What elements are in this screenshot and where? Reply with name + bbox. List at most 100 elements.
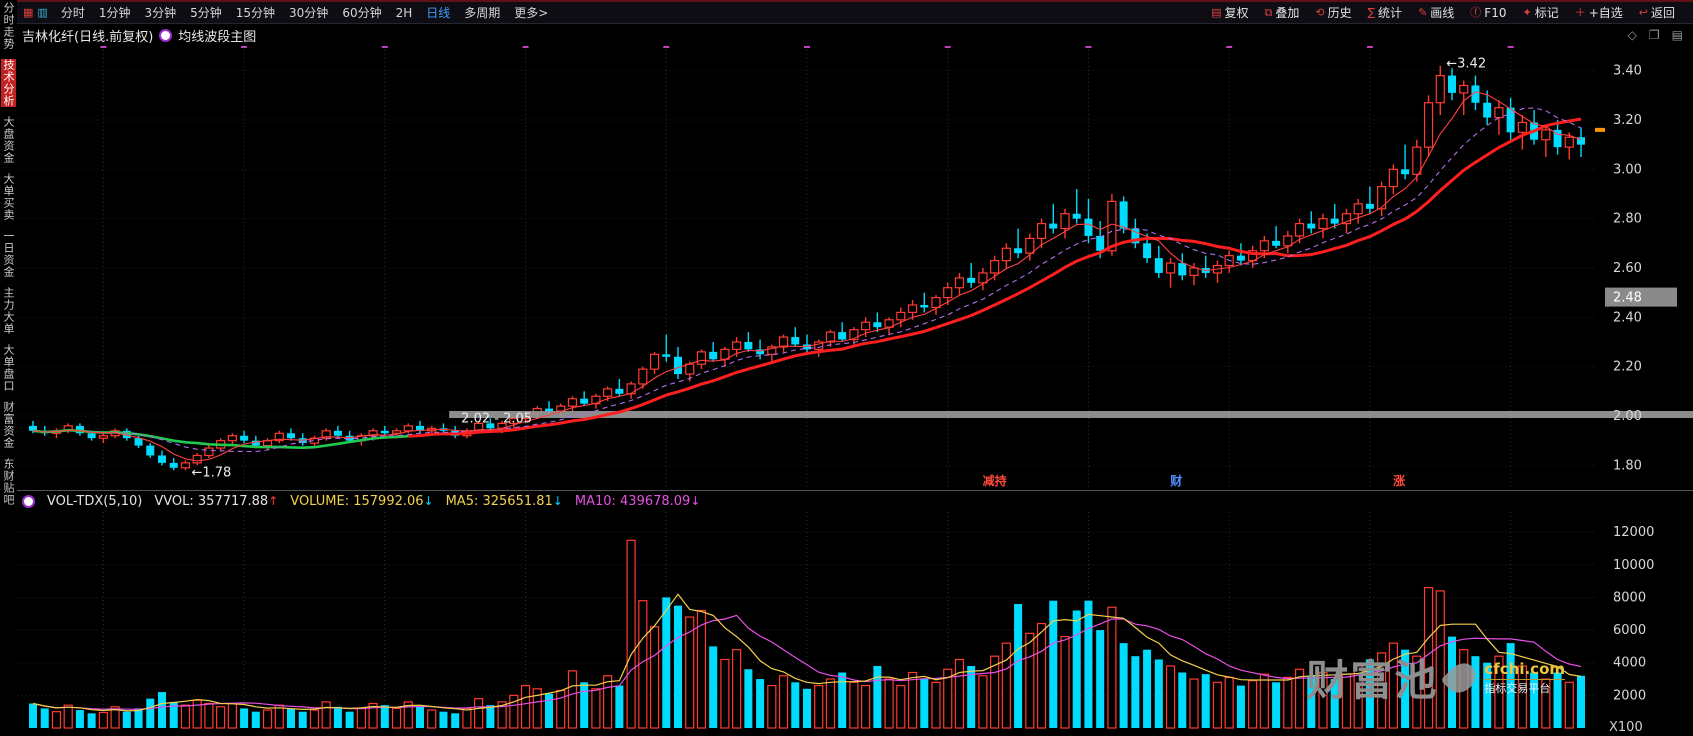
toolbar-action-label: 返回 (1650, 6, 1675, 20)
toolbar-action-4[interactable]: ✎ 画线 (1410, 3, 1462, 22)
svg-text:3.40: 3.40 (1613, 64, 1642, 79)
volume-chart[interactable]: 2000 4000 6000 8000 10000 12000 X100 (17, 512, 1693, 734)
toolbar-action-2[interactable]: ⟲ 历史 (1307, 3, 1359, 22)
svg-text:6000: 6000 (1613, 623, 1646, 638)
toolbar-action-label: 复权 (1224, 6, 1249, 20)
toolbar-action-label: 叠加 (1275, 6, 1300, 20)
svg-text:←3.42: ←3.42 (1446, 56, 1486, 71)
diamond-icon[interactable]: ◇ (1627, 28, 1637, 42)
adjust-icon: ▤ (1211, 6, 1222, 19)
period-tab-5[interactable]: 30分钟 (289, 6, 329, 20)
period-tab-3[interactable]: 5分钟 (190, 6, 222, 20)
volume-value: VOLUME: 157992.06↓ (290, 494, 434, 509)
sidebar-item-2[interactable]: 大盘资金 (2, 116, 15, 164)
period-tab-4[interactable]: 15分钟 (235, 6, 276, 20)
main-indicator-name: 均线波段主图 (178, 29, 257, 45)
svg-text:减持: 减持 (983, 473, 1007, 488)
svg-text:财: 财 (1169, 473, 1182, 488)
overlay-icon: ⧉ (1264, 6, 1273, 19)
svg-text:3.20: 3.20 (1613, 113, 1642, 128)
panel-icon[interactable]: ▤ (1671, 28, 1683, 42)
restore-window-icon[interactable]: ❐ (1648, 28, 1660, 42)
toolbar-view-icons: ▦ ▥ (17, 7, 54, 18)
vvol-value: VVOL: 357717.88↑ (154, 494, 279, 509)
sidebar-item-0[interactable]: 分时走势 (2, 2, 15, 50)
period-tabs: 分时 1分钟 3分钟 5分钟 15分钟 30分钟 60分钟 2H 日线 多周期 更多> (54, 3, 556, 22)
toolbar-action-label: 统计 (1378, 6, 1403, 20)
period-tab-6[interactable]: 60分钟 (342, 6, 382, 20)
ma10-value: MA10: 439678.09↓ (574, 494, 701, 509)
period-tab-10[interactable]: 更多> (514, 6, 549, 20)
toolbar-action-3[interactable]: ∑ 统计 (1360, 3, 1410, 22)
history-icon: ⟲ (1315, 6, 1325, 19)
f10-icon: ⓕ (1470, 6, 1482, 19)
up-arrow-icon: ↑ (268, 494, 279, 508)
svg-text:12000: 12000 (1613, 525, 1654, 540)
toolbar-action-6[interactable]: ✦ 标记 (1514, 3, 1566, 22)
toolbar-action-7[interactable]: ＋ +自选 (1567, 3, 1631, 22)
down-arrow-icon: ↓ (552, 494, 563, 508)
period-tab-1[interactable]: 1分钟 (98, 6, 131, 20)
svg-text:4000: 4000 (1613, 656, 1646, 671)
svg-text:2.40: 2.40 (1613, 310, 1642, 325)
toolbar-action-label: 标记 (1534, 6, 1559, 20)
indicator-dot-icon (22, 495, 35, 508)
sidebar-item-3[interactable]: 大单买卖 (2, 173, 15, 221)
svg-text:1.80: 1.80 (1613, 458, 1642, 473)
top-toolbar: ▦ ▥ 分时 1分钟 3分钟 5分钟 15分钟 30分钟 60分钟 2H 日线 多周期 更多> ▤ 复权… (17, 0, 1693, 24)
svg-text:2.00: 2.00 (1613, 409, 1642, 424)
grid-icon[interactable]: ▦ (23, 6, 34, 19)
svg-text:2000: 2000 (1613, 688, 1646, 703)
sidebar-item-4[interactable]: 一日资金 (2, 230, 15, 278)
period-tab-7[interactable]: 2H (395, 5, 413, 20)
toolbar-action-label: F10 (1484, 5, 1507, 20)
svg-text:2.60: 2.60 (1613, 261, 1642, 276)
sidebar-item-7[interactable]: 财富资金 (2, 401, 15, 449)
svg-text:8000: 8000 (1613, 590, 1646, 605)
period-tab-9[interactable]: 多周期 (464, 6, 501, 20)
toolbar-action-label: 画线 (1430, 6, 1455, 20)
left-sidebar: 分时走势技术分析大盘资金大单买卖一日资金主力大单大单盘口财富资金东财贴吧 (0, 0, 17, 736)
toolbar-action-5[interactable]: ⓕ F10 (1462, 5, 1514, 21)
svg-text:3.00: 3.00 (1613, 162, 1642, 177)
period-tab-0[interactable]: 分时 (60, 6, 85, 20)
svg-text:10000: 10000 (1613, 558, 1654, 573)
volume-indicator-name: VOL-TDX(5,10) (47, 494, 143, 509)
draw-line-icon: ✎ (1418, 6, 1428, 19)
stats-icon: ∑ (1367, 6, 1376, 19)
chart-panel: 吉林化纤(日线.前复权) 均线波段主图 ◇ ❐ ▤ ←1.78 2.02 - 2.05… (17, 24, 1693, 736)
chart-title: 吉林化纤(日线.前复权) (22, 29, 154, 45)
volume-header: VOL-TDX(5,10) VVOL: 357717.88↑ VOLUME: 1… (17, 490, 1693, 512)
svg-text:涨: 涨 (1393, 473, 1405, 488)
svg-text:2.80: 2.80 (1613, 212, 1642, 227)
toolbar-action-0[interactable]: ▤ 复权 (1203, 3, 1256, 22)
mark-icon: ✦ (1522, 6, 1532, 19)
toolbar-action-8[interactable]: ↩ 返回 (1631, 3, 1683, 22)
down-arrow-icon: ↓ (690, 494, 701, 508)
sidebar-item-8[interactable]: 东财贴吧 (2, 458, 15, 506)
kline-icon[interactable]: ▥ (37, 6, 48, 19)
chart-header: 吉林化纤(日线.前复权) 均线波段主图 ◇ ❐ ▤ (17, 24, 1693, 46)
svg-text:2.48: 2.48 (1613, 291, 1642, 306)
back-icon: ↩ (1638, 6, 1648, 19)
indicator-dot-icon (159, 28, 173, 42)
toolbar-action-1[interactable]: ⧉ 叠加 (1257, 3, 1308, 22)
svg-text:X100: X100 (1609, 720, 1643, 734)
svg-text:2.20: 2.20 (1613, 360, 1642, 375)
toolbar-action-label: +自选 (1588, 6, 1623, 20)
period-tab-2[interactable]: 3分钟 (144, 6, 177, 20)
sidebar-item-5[interactable]: 主力大单 (2, 287, 15, 335)
chart-corner-icons: ◇ ❐ ▤ (1628, 28, 1693, 42)
ma5-value: MA5: 325651.81↓ (445, 494, 563, 509)
svg-text:←1.78: ←1.78 (191, 466, 231, 481)
sidebar-item-6[interactable]: 大单盘口 (2, 344, 15, 392)
volume-pane: 2000 4000 6000 8000 10000 12000 X100 财富池 cfchi… (17, 512, 1693, 734)
period-tab-8[interactable]: 日线 (426, 6, 451, 20)
add-favorite-icon: ＋ (1574, 6, 1586, 19)
down-arrow-icon: ↓ (423, 494, 434, 508)
price-chart[interactable]: ←1.78 2.02 - 2.05 ←3.42 减持 财 涨 1.80 2.00 2.20 2.4… (17, 46, 1693, 490)
svg-text:2.02 - 2.05: 2.02 - 2.05 (461, 411, 532, 426)
toolbar-actions: ▤ 复权 ⧉ 叠加 ⟲ 历史 ∑ 统计 ✎ 画线 ⓕ F10 ✦ 标记＋ +自选 ↩ 返回 (1203, 3, 1693, 22)
sidebar-item-1[interactable]: 技术分析 (1, 59, 16, 107)
